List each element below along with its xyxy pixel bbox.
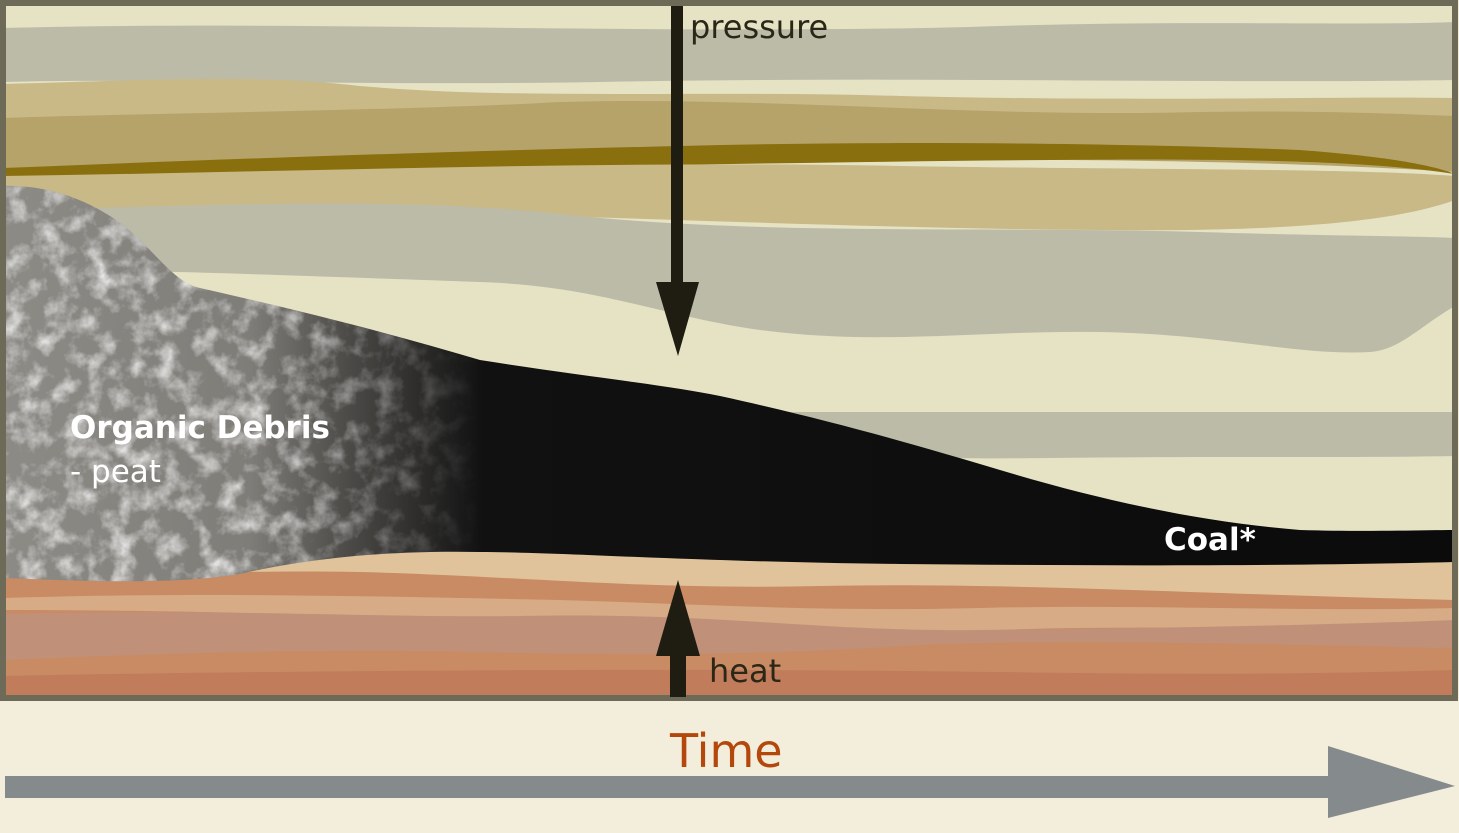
time-label: Time xyxy=(670,724,783,778)
pressure-label: pressure xyxy=(690,8,829,46)
frame-border xyxy=(0,0,1458,701)
gray-layer-lower xyxy=(3,240,1455,353)
peach-band-middle xyxy=(3,594,1455,633)
arrow-up-icon xyxy=(656,580,700,697)
dark-stripe xyxy=(3,143,1455,176)
lower-sediment-layers xyxy=(3,550,1455,698)
orange-band-bottom xyxy=(3,669,1455,698)
coal-label: Coal* xyxy=(1164,522,1256,558)
organic-debris-label: Organic Debris xyxy=(70,410,330,446)
heat-label: heat xyxy=(709,652,782,690)
debris-speckle-texture xyxy=(3,185,480,582)
tan-layer-middle xyxy=(3,164,1455,231)
arrow-right-icon xyxy=(5,746,1455,818)
organic-debris-to-coal-body xyxy=(3,185,1455,582)
arrow-down-icon xyxy=(656,6,699,356)
gray-layer-top xyxy=(3,22,1455,84)
peat-label: - peat xyxy=(70,454,161,490)
